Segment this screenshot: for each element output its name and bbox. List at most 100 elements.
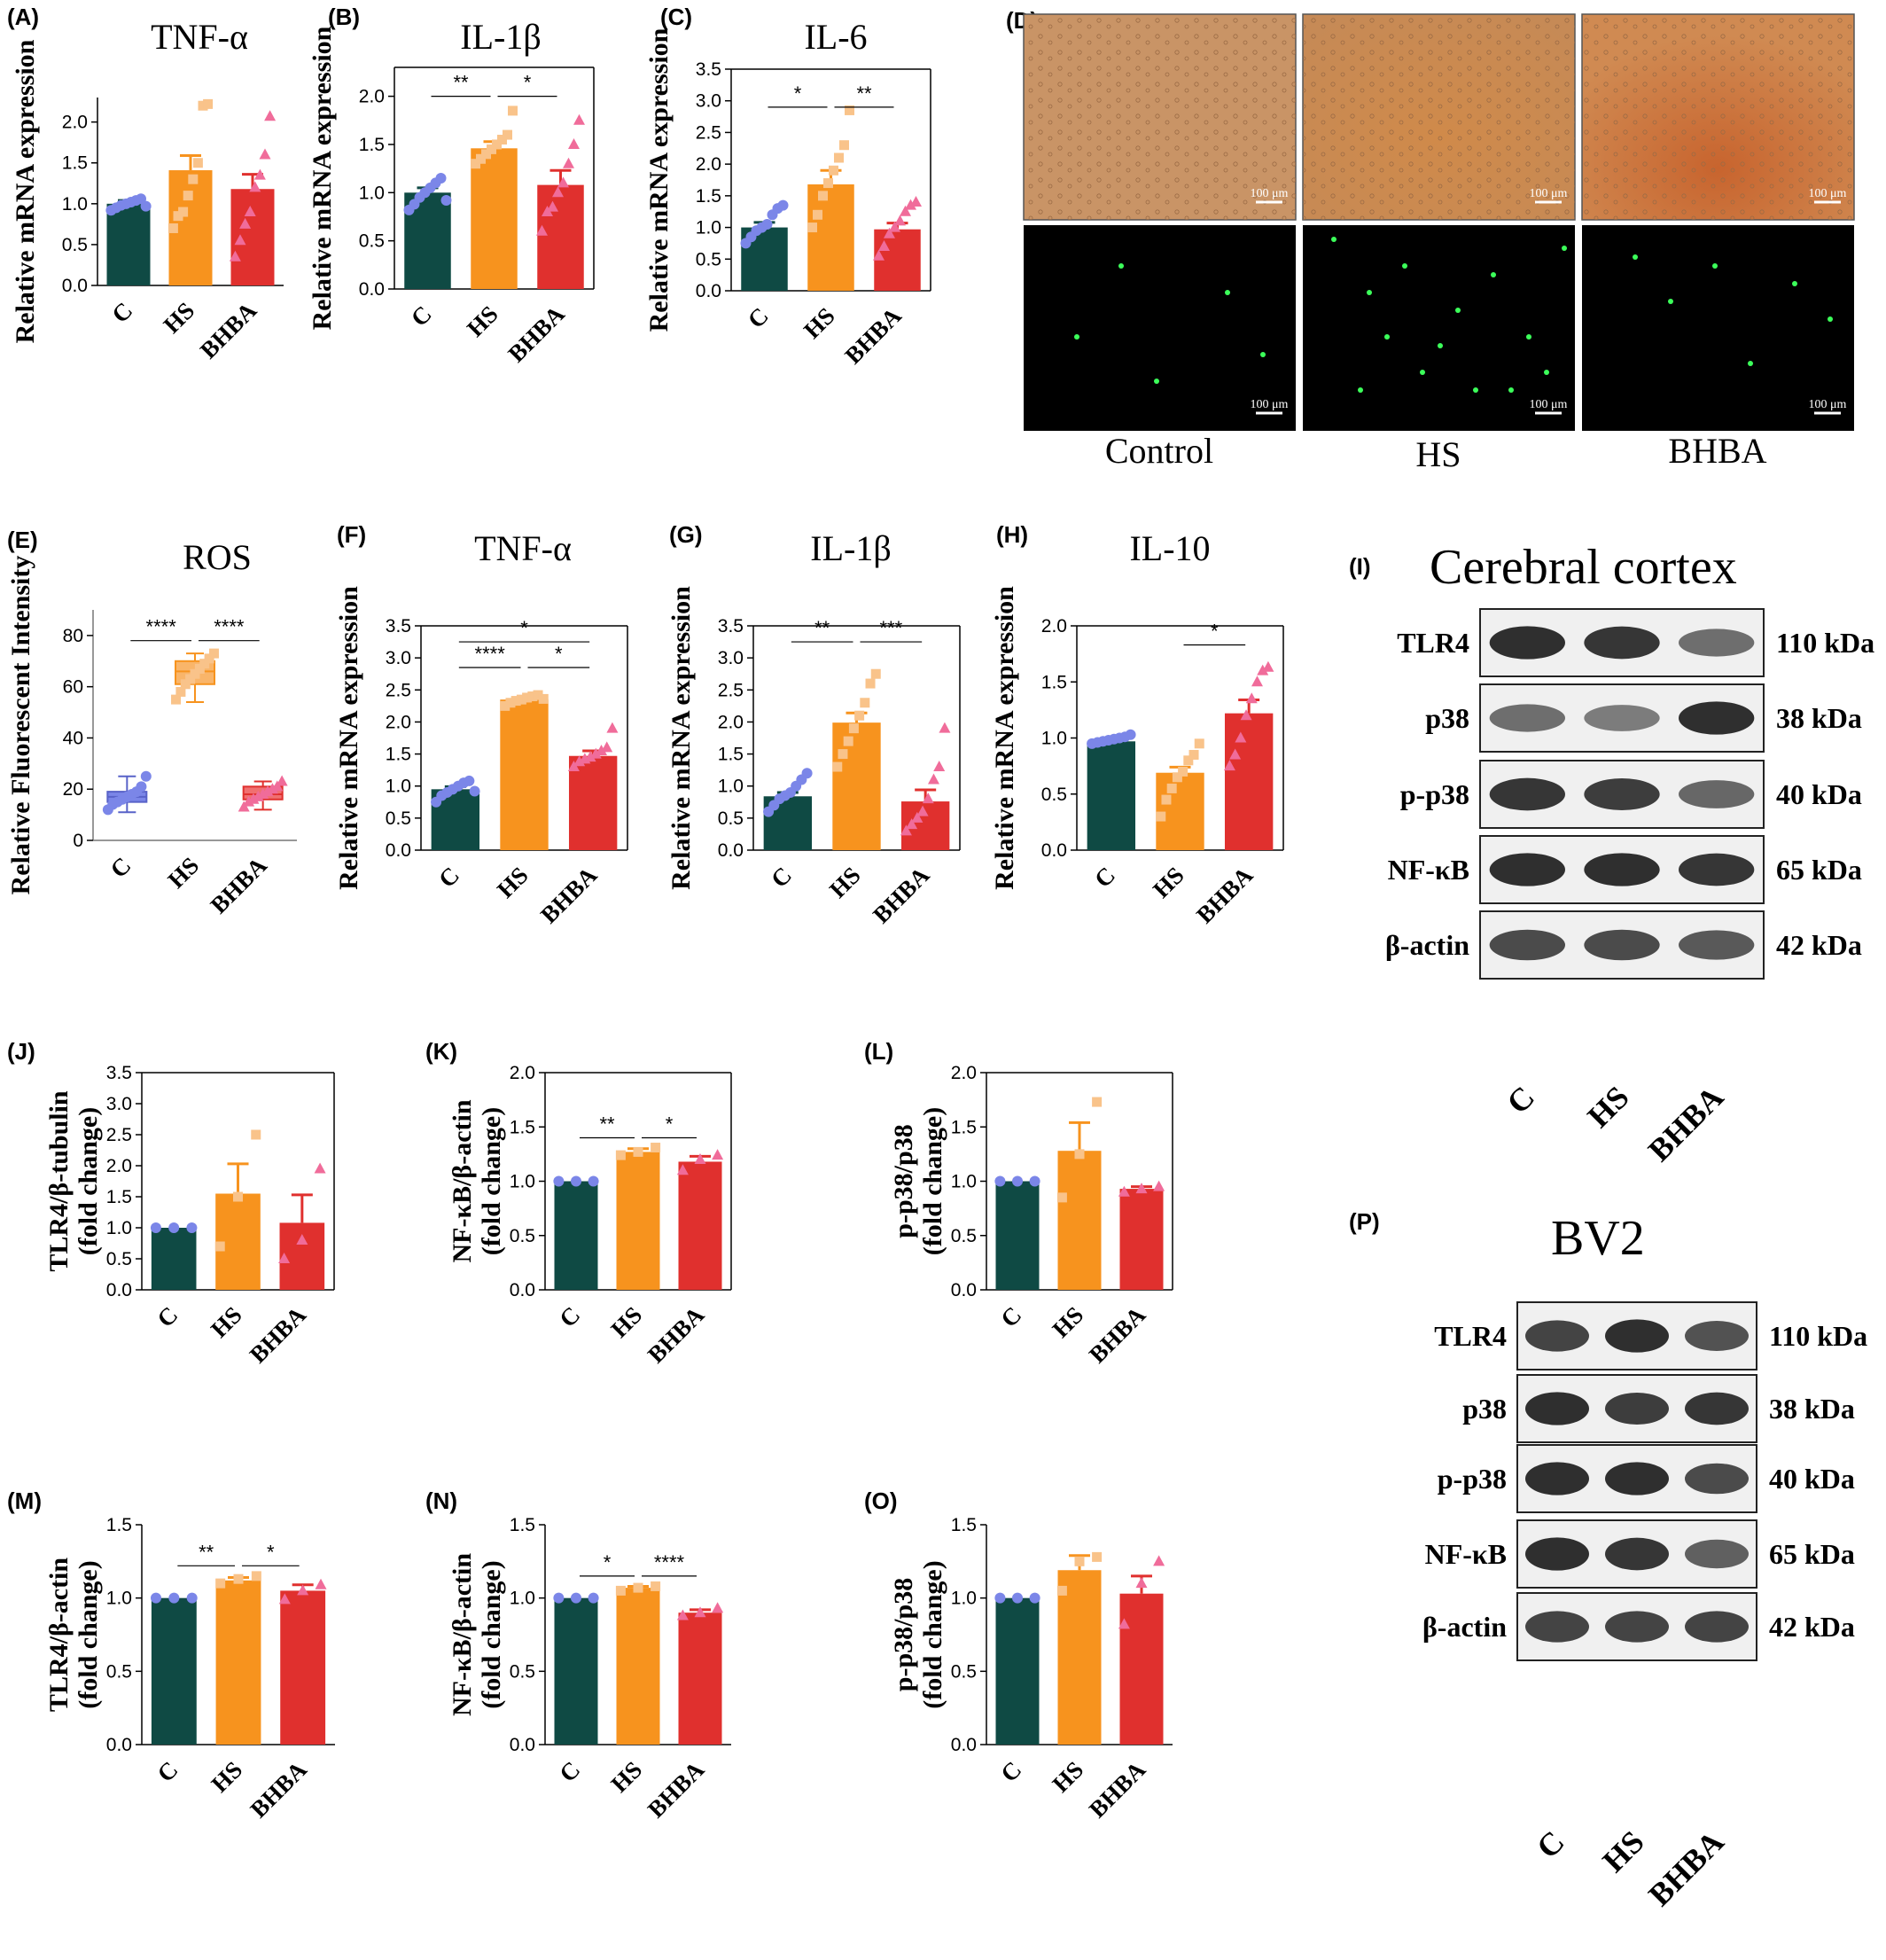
data-point-C xyxy=(994,1175,1006,1187)
data-point-HS xyxy=(233,1573,244,1584)
data-point-BHBA xyxy=(916,805,929,816)
data-point-HS xyxy=(870,668,881,679)
y-tick-label: 0.5 xyxy=(951,1226,977,1246)
category-label-BHBA: BHBA xyxy=(1084,1756,1151,1823)
y-tick-label: 0.0 xyxy=(386,840,411,861)
y-tick-label: 0.0 xyxy=(718,840,744,861)
data-point-HS xyxy=(173,211,183,222)
protein-band xyxy=(1584,929,1660,961)
y-tick-label: 2.5 xyxy=(696,122,721,143)
category-label-HS: HS xyxy=(492,862,534,903)
data-point-BHBA xyxy=(1153,1180,1165,1191)
category-label-C: C xyxy=(995,1756,1026,1787)
data-point-HS xyxy=(848,723,859,734)
data-point-C xyxy=(553,1175,565,1187)
y-axis-label: Relative Fluorescent Intensity xyxy=(6,556,35,895)
significance-mark: * xyxy=(524,72,532,94)
category-label-BHBA: BHBA xyxy=(535,862,603,929)
data-point-HS xyxy=(192,158,203,168)
bright-field-control xyxy=(1023,13,1297,221)
significance-mark: ** xyxy=(856,82,872,105)
data-point-HS xyxy=(633,1146,643,1157)
chart-M: (M) TLR4/β-actin(fold change) 0.0 0.5 1.0 1.5… xyxy=(7,1488,335,1823)
data-point-C xyxy=(1029,1175,1040,1187)
y-tick-label: 2.0 xyxy=(359,87,385,107)
bar-BHBA xyxy=(280,1590,326,1745)
category-label-BHBA: BHBA xyxy=(245,1756,313,1823)
significance-mark: **** xyxy=(146,616,177,638)
scale-bar-label: 100 μm xyxy=(1251,398,1289,411)
y-axis-label: p-p38/p38(fold change) xyxy=(889,1107,947,1256)
chart-B: (B) IL-1β Relative mRNA expression 0.0 0.5 1.… xyxy=(308,4,595,367)
y-tick-label: 1.5 xyxy=(951,1117,977,1137)
data-point-HS xyxy=(508,105,518,116)
y-tick-label: 2.0 xyxy=(106,1156,132,1176)
protein-band xyxy=(1685,1463,1749,1495)
fluorescent-cell-dot xyxy=(1712,263,1718,269)
fluorescent-cell-dot xyxy=(1792,281,1797,286)
data-point-C xyxy=(464,775,475,786)
y-tick-label: 1.0 xyxy=(696,218,721,238)
protein-band xyxy=(1489,929,1565,961)
bar-HS xyxy=(616,1588,660,1745)
data-point-BHBA xyxy=(676,1609,689,1620)
y-tick-label: 20 xyxy=(63,779,83,800)
y-tick-label: 0.0 xyxy=(510,1280,535,1300)
y-axis-label: NF-κB/β-actin(fold change) xyxy=(448,1099,506,1262)
data-point-HS xyxy=(500,700,510,711)
fluorescent-cell-dot xyxy=(1455,308,1461,313)
data-point-BHBA xyxy=(1118,1618,1130,1629)
significance-mark: * xyxy=(604,1551,612,1573)
data-point-HS xyxy=(818,191,828,201)
data-point-BHBA xyxy=(1245,692,1258,704)
data-point-BHBA xyxy=(229,250,241,262)
data-point-BHBA xyxy=(694,1606,706,1618)
y-axis-label-line2: (fold change) xyxy=(918,1107,947,1256)
data-point-HS xyxy=(168,223,178,233)
data-point-BHBA xyxy=(1240,709,1252,721)
y-tick-label: 0 xyxy=(73,831,83,851)
data-point-BHBA xyxy=(601,741,613,753)
scale-bar-label: 100 μm xyxy=(1530,398,1568,411)
data-point-HS xyxy=(829,165,838,176)
y-tick-label: 0.5 xyxy=(386,808,411,829)
y-tick-label: 1.0 xyxy=(386,777,411,797)
data-point-BHBA xyxy=(712,1602,724,1613)
column-label-bhba: BHBA xyxy=(1668,431,1766,471)
data-point-C xyxy=(150,1592,161,1604)
panel-label-L: (L) xyxy=(864,1038,893,1065)
data-point-C xyxy=(553,1592,565,1604)
data-point-HS xyxy=(476,153,486,164)
data-point-HS xyxy=(651,1143,661,1153)
category-label-BHBA: BHBA xyxy=(839,302,907,370)
fluorescent-cell-dot xyxy=(1225,290,1230,295)
data-point-BHBA xyxy=(1262,660,1274,672)
data-point-C xyxy=(136,781,147,793)
category-label-C: C xyxy=(106,297,137,328)
scale-bars: 100 μm 100 μm 100 μm 100 μm 100 μm 100 μm xyxy=(1251,187,1847,415)
fluorescent-cell-dot xyxy=(1402,263,1407,269)
data-point-HS xyxy=(538,693,549,704)
y-tick-label: 3.5 xyxy=(696,59,721,80)
data-point-HS xyxy=(1161,794,1172,805)
fluorescent-cell-dot xyxy=(1668,299,1673,304)
data-point-BHBA xyxy=(589,747,602,759)
data-point-HS xyxy=(838,749,848,760)
data-point-BHBA xyxy=(1118,1185,1130,1197)
data-point-HS xyxy=(233,1191,243,1202)
blot-rows: TLR4 110 kDa p38 38 kDa p-p38 40 kDa NF-κB 65 k… xyxy=(1385,608,1874,1168)
y-axis-label-line2: (fold change) xyxy=(477,1107,506,1256)
category-label-C: C xyxy=(1089,862,1120,893)
y-axis-label: p-p38/p38(fold change) xyxy=(889,1560,947,1709)
molecular-weight: 42 kDa xyxy=(1769,1611,1855,1643)
fluorescence-control xyxy=(1024,225,1296,431)
fluorescent-cell-dot xyxy=(1074,334,1079,340)
data-point-HS xyxy=(183,191,193,201)
data-point-BHBA xyxy=(900,205,911,216)
category-label-BHBA: BHBA xyxy=(643,1756,710,1823)
data-point-HS xyxy=(533,690,543,700)
data-point-BHBA xyxy=(315,1578,327,1589)
y-axis-label: NF-κB/β-actin(fold change) xyxy=(448,1553,506,1716)
fluorescent-cell-dot xyxy=(1562,246,1567,251)
